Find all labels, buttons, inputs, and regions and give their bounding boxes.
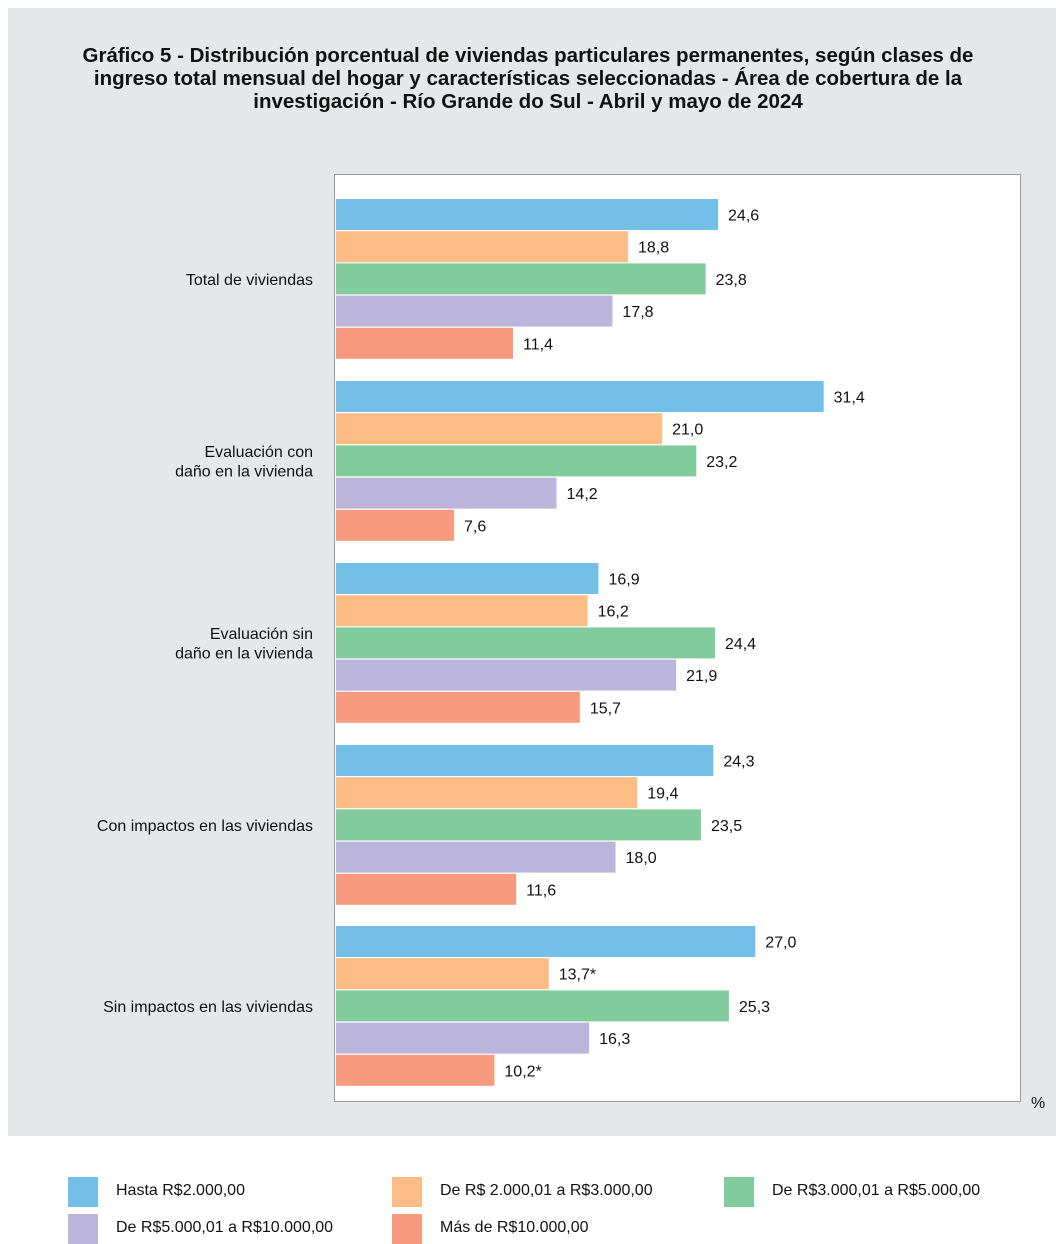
bar-value-label: 11,6 xyxy=(526,882,556,899)
bar-value-label: 15,7 xyxy=(590,700,621,717)
bar xyxy=(336,381,824,412)
bar-value-label: 23,8 xyxy=(716,272,747,289)
bar-value-label: 17,8 xyxy=(622,304,653,321)
bar xyxy=(336,595,588,627)
bar xyxy=(336,263,706,295)
legend-row-2: De R$5.000,01 a R$10.000,00 Más de R$10.… xyxy=(0,1214,1056,1244)
bar-value-label: 7,6 xyxy=(464,518,486,535)
bar xyxy=(336,1022,590,1054)
bar-value-label: 11,4 xyxy=(523,336,553,353)
bar-value-label: 13,7* xyxy=(559,967,596,984)
bar-value-label: 23,5 xyxy=(711,818,742,835)
bar xyxy=(336,295,613,327)
bar xyxy=(336,777,638,809)
bar xyxy=(336,958,549,990)
bar-value-label: 16,9 xyxy=(608,572,639,589)
category-label: Sin impactos en las viviendas xyxy=(103,999,313,1016)
legend-label: De R$3.000,01 a R$5.000,00 xyxy=(772,1182,981,1199)
bar xyxy=(336,445,697,477)
bar xyxy=(336,627,715,659)
bar xyxy=(336,199,719,230)
legend-label: Hasta R$2.000,00 xyxy=(116,1182,245,1199)
bar xyxy=(336,477,557,509)
bar-value-label: 27,0 xyxy=(765,935,796,952)
bar-value-label: 18,0 xyxy=(626,850,657,867)
category-label: Total de viviendas xyxy=(186,272,313,289)
bar-value-label: 24,4 xyxy=(725,636,756,653)
legend-row-1: Hasta R$2.000,00 De R$ 2.000,01 a R$3.00… xyxy=(0,1177,1056,1207)
bar-value-label: 24,3 xyxy=(723,754,754,771)
bar-value-label: 25,3 xyxy=(739,999,770,1016)
unit-label: % xyxy=(1031,1095,1046,1112)
bar xyxy=(336,327,514,359)
bar xyxy=(336,745,714,776)
bar-value-label: 16,3 xyxy=(599,1031,630,1048)
category-label: Evaluación sin daño en la vivienda xyxy=(175,626,313,663)
category-label: Evaluación con daño en la vivienda xyxy=(175,444,313,481)
category-label: Con impactos en las viviendas xyxy=(97,818,313,835)
legend-swatch xyxy=(68,1177,98,1207)
bar-value-label: 18,8 xyxy=(638,240,669,257)
bar xyxy=(336,413,663,445)
legend-label: De R$5.000,01 a R$10.000,00 xyxy=(116,1219,334,1236)
bar xyxy=(336,809,701,841)
bar-value-label: 10,2* xyxy=(504,1063,541,1080)
bar xyxy=(336,563,599,594)
bar xyxy=(336,509,455,541)
legend-label: Más de R$10.000,00 xyxy=(440,1219,589,1236)
bar xyxy=(336,1054,495,1086)
bar xyxy=(336,990,729,1022)
bar-value-label: 21,0 xyxy=(672,422,703,439)
bar-value-label: 24,6 xyxy=(728,208,759,225)
bar-value-label: 23,2 xyxy=(706,454,737,471)
legend-swatch xyxy=(68,1214,98,1244)
legend-label: De R$ 2.000,01 a R$3.000,00 xyxy=(440,1182,653,1199)
bar xyxy=(336,231,628,263)
bar-value-label: 14,2 xyxy=(567,486,598,503)
bar xyxy=(336,691,580,723)
legend-swatch xyxy=(392,1214,422,1244)
chart-title: Gráfico 5 - Distribución porcentual de v… xyxy=(82,44,974,113)
bar-value-label: 31,4 xyxy=(834,390,865,407)
bar xyxy=(336,659,677,691)
bar xyxy=(336,873,517,905)
bar-value-label: 16,2 xyxy=(598,604,629,621)
legend-swatch xyxy=(724,1177,754,1207)
bar xyxy=(336,926,756,957)
bar-value-label: 21,9 xyxy=(686,668,717,685)
legend-swatch xyxy=(392,1177,422,1207)
bar-value-label: 19,4 xyxy=(647,786,678,803)
bar xyxy=(336,841,616,873)
